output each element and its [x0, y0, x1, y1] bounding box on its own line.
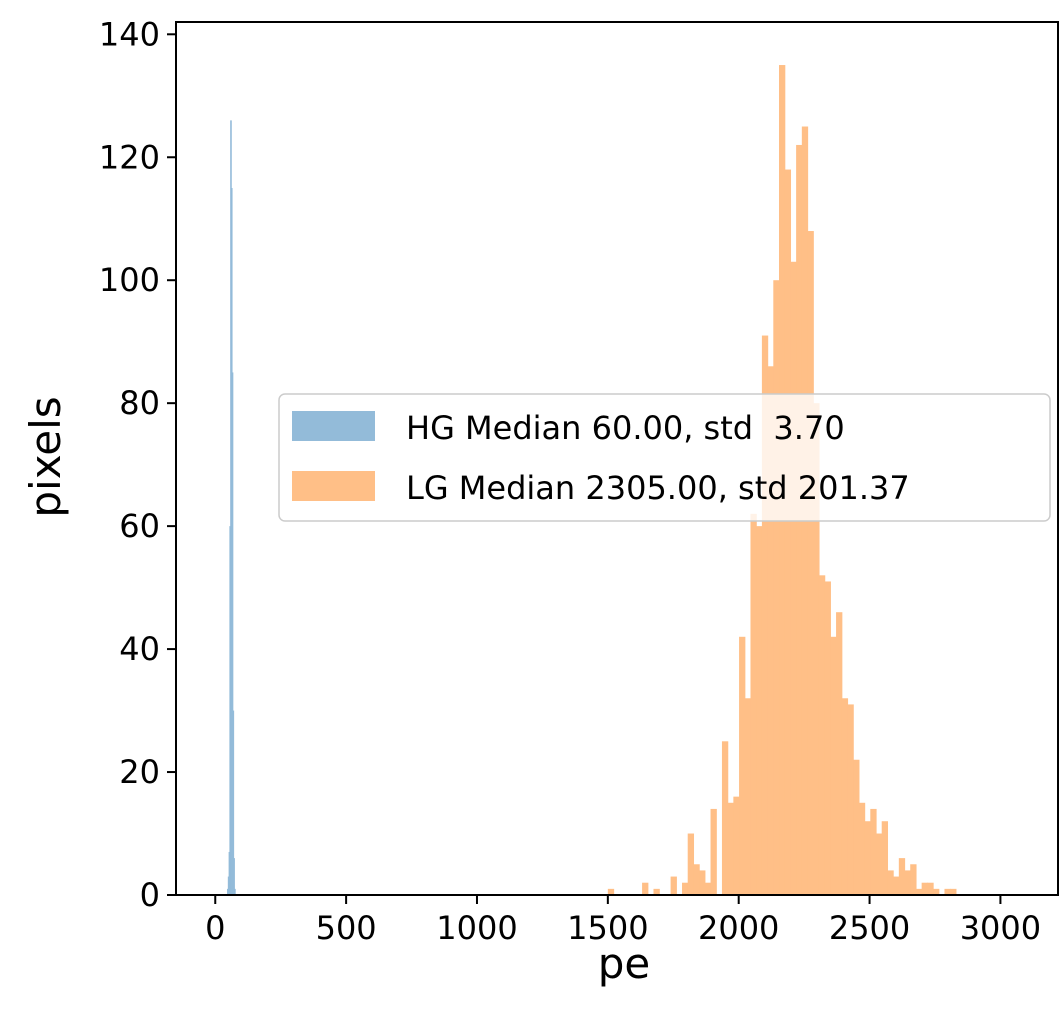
- bar-lg: [881, 821, 889, 895]
- bar-lg: [853, 759, 860, 895]
- bar-lg: [864, 821, 871, 895]
- bar-lg: [642, 882, 649, 895]
- bar-lg: [887, 870, 894, 895]
- bar-lg: [927, 882, 934, 895]
- bar-hg: [234, 888, 236, 895]
- bar-lg: [824, 581, 831, 895]
- y-tick-label: 80: [119, 384, 160, 422]
- x-tick-label: 2000: [698, 909, 779, 947]
- bar-lg: [687, 833, 695, 895]
- bar-lg: [807, 231, 814, 895]
- bar-lg: [841, 698, 849, 895]
- bar-lg: [773, 280, 780, 895]
- legend-label-lg: LG Median 2305.00, std 201.37: [406, 469, 910, 507]
- bar-lg: [607, 888, 615, 895]
- y-tick-label: 140: [99, 15, 160, 53]
- legend-swatch-hg: [292, 411, 375, 441]
- bar-lg: [858, 802, 866, 895]
- bar-lg: [682, 882, 689, 895]
- bar-lg: [870, 808, 877, 895]
- y-tick-label: 0: [140, 876, 160, 914]
- y-tick-label: 20: [119, 753, 160, 791]
- bar-lg: [704, 882, 712, 895]
- bar-lg: [950, 888, 957, 895]
- bar-hg: [232, 710, 235, 895]
- bar-lg: [767, 366, 774, 895]
- x-axis-label: pe: [598, 939, 651, 988]
- bar-lg: [933, 888, 940, 895]
- bar-lg: [921, 882, 928, 895]
- bar-lg: [670, 876, 677, 895]
- y-tick-label: 120: [99, 138, 160, 176]
- bar-hg: [233, 858, 235, 895]
- x-tick-label: 2500: [829, 909, 910, 947]
- bar-lg: [836, 612, 843, 895]
- x-tick-label: 500: [316, 909, 377, 947]
- bar-lg: [750, 513, 757, 895]
- bar-lg: [830, 636, 837, 895]
- bar-lg: [699, 870, 706, 895]
- bar-lg: [893, 876, 900, 895]
- bar-lg: [944, 888, 951, 895]
- y-tick-label: 60: [119, 507, 160, 545]
- y-tick-label: 100: [99, 261, 160, 299]
- legend-label-hg: HG Median 60.00, std 3.70: [406, 409, 845, 447]
- bar-lg: [739, 636, 746, 895]
- x-tick-label: 0: [205, 909, 225, 947]
- bar-lg: [915, 888, 923, 895]
- bar-lg: [818, 575, 826, 895]
- bar-hg: [231, 372, 234, 895]
- bar-lg: [710, 808, 717, 895]
- bar-lg: [761, 335, 769, 896]
- bar-lg: [693, 864, 700, 895]
- x-tick-label: 3000: [960, 909, 1041, 947]
- bar-lg: [898, 858, 906, 895]
- bar-lg: [910, 864, 917, 895]
- legend: HG Median 60.00, std 3.70 LG Median 2305…: [278, 393, 1051, 522]
- bar-lg: [790, 261, 797, 896]
- bar-lg: [653, 888, 660, 895]
- plot-frame: [175, 21, 1059, 896]
- bar-lg: [813, 403, 820, 895]
- ticks-layer: 0 500 1000 1500 2000 2500 3000 0 20 40 60 80 100 120 1…: [99, 15, 1041, 947]
- x-tick-label: 1500: [567, 909, 648, 947]
- bar-lg: [784, 169, 792, 895]
- bar-lg: [875, 833, 883, 895]
- bar-lg: [744, 698, 752, 895]
- legend-swatch-lg: [292, 471, 375, 501]
- bar-lg: [727, 802, 734, 895]
- bar-lg: [721, 741, 729, 895]
- bar-lg: [733, 796, 740, 895]
- legend-box: [278, 393, 1051, 522]
- bar-lg: [756, 526, 763, 895]
- y-tick-label: 40: [119, 630, 160, 668]
- axes-layer: [175, 21, 1059, 896]
- y-axis-label: pixels: [21, 396, 70, 517]
- x-tick-label: 1000: [436, 909, 517, 947]
- bar-lg: [847, 704, 854, 895]
- bar-lg: [904, 870, 911, 895]
